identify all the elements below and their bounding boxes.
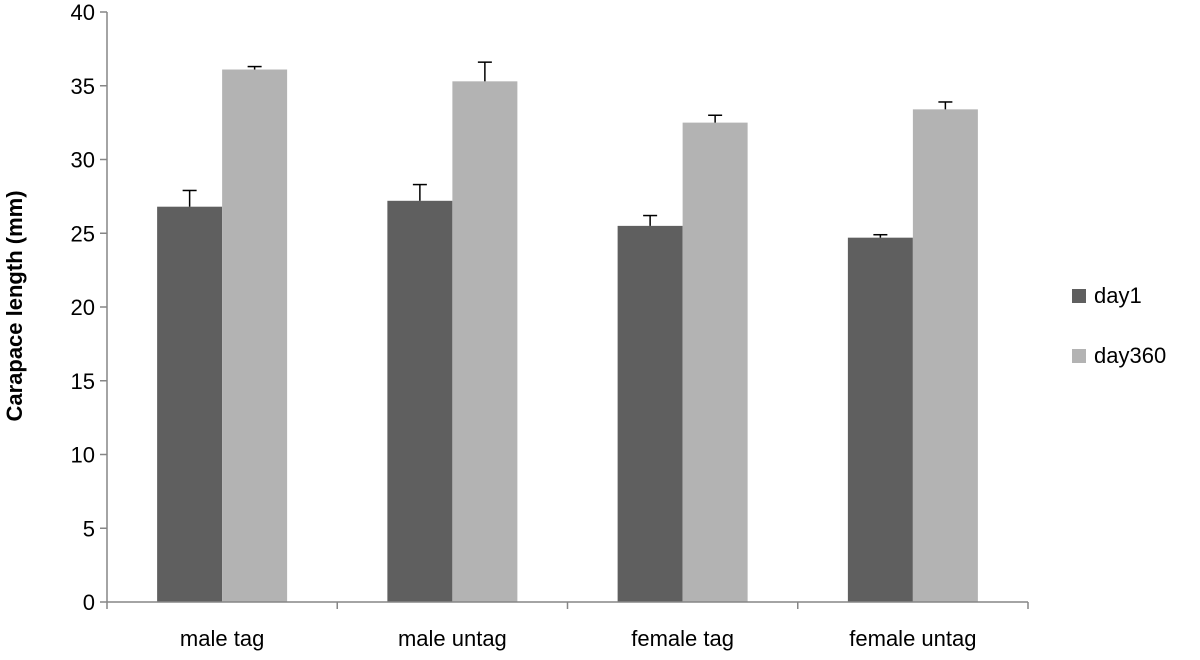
y-tick-label: 30 bbox=[71, 148, 95, 173]
bar-day360-2 bbox=[682, 122, 748, 602]
y-tick-label: 35 bbox=[71, 74, 95, 99]
bar-day1-2 bbox=[617, 225, 683, 602]
x-axis-ticks bbox=[106, 602, 1029, 609]
y-tick-label: 0 bbox=[83, 590, 95, 615]
category-labels: male tag male untag female tag female untag bbox=[180, 626, 977, 651]
category-label: female untag bbox=[849, 626, 976, 651]
bar-day1-3 bbox=[847, 237, 913, 603]
y-axis-label: Carapace length (mm) bbox=[2, 190, 27, 421]
y-tick-label: 15 bbox=[71, 369, 95, 394]
error-bars bbox=[182, 61, 953, 238]
legend-label-day1: day1 bbox=[1094, 283, 1142, 308]
category-label: male tag bbox=[180, 626, 264, 651]
y-axis-ticks: 0 5 10 15 20 25 30 35 40 bbox=[71, 0, 107, 615]
legend-label-day360: day360 bbox=[1094, 343, 1166, 368]
category-label: female tag bbox=[631, 626, 734, 651]
bar-day1-0 bbox=[157, 206, 223, 602]
category-label: male untag bbox=[398, 626, 507, 651]
bar-day360-3 bbox=[912, 109, 978, 602]
bar-day360-0 bbox=[222, 69, 288, 602]
legend-swatch-day360 bbox=[1072, 349, 1086, 363]
y-tick-label: 25 bbox=[71, 221, 95, 246]
y-tick-label: 20 bbox=[71, 295, 95, 320]
y-tick-label: 10 bbox=[71, 443, 95, 468]
bar-day360-1 bbox=[452, 81, 518, 602]
bars bbox=[157, 69, 978, 603]
legend: day1 day360 bbox=[1072, 283, 1166, 368]
y-tick-label: 40 bbox=[71, 0, 95, 25]
legend-swatch-day1 bbox=[1072, 289, 1086, 303]
y-tick-label: 5 bbox=[83, 516, 95, 541]
bar-day1-1 bbox=[387, 200, 453, 603]
